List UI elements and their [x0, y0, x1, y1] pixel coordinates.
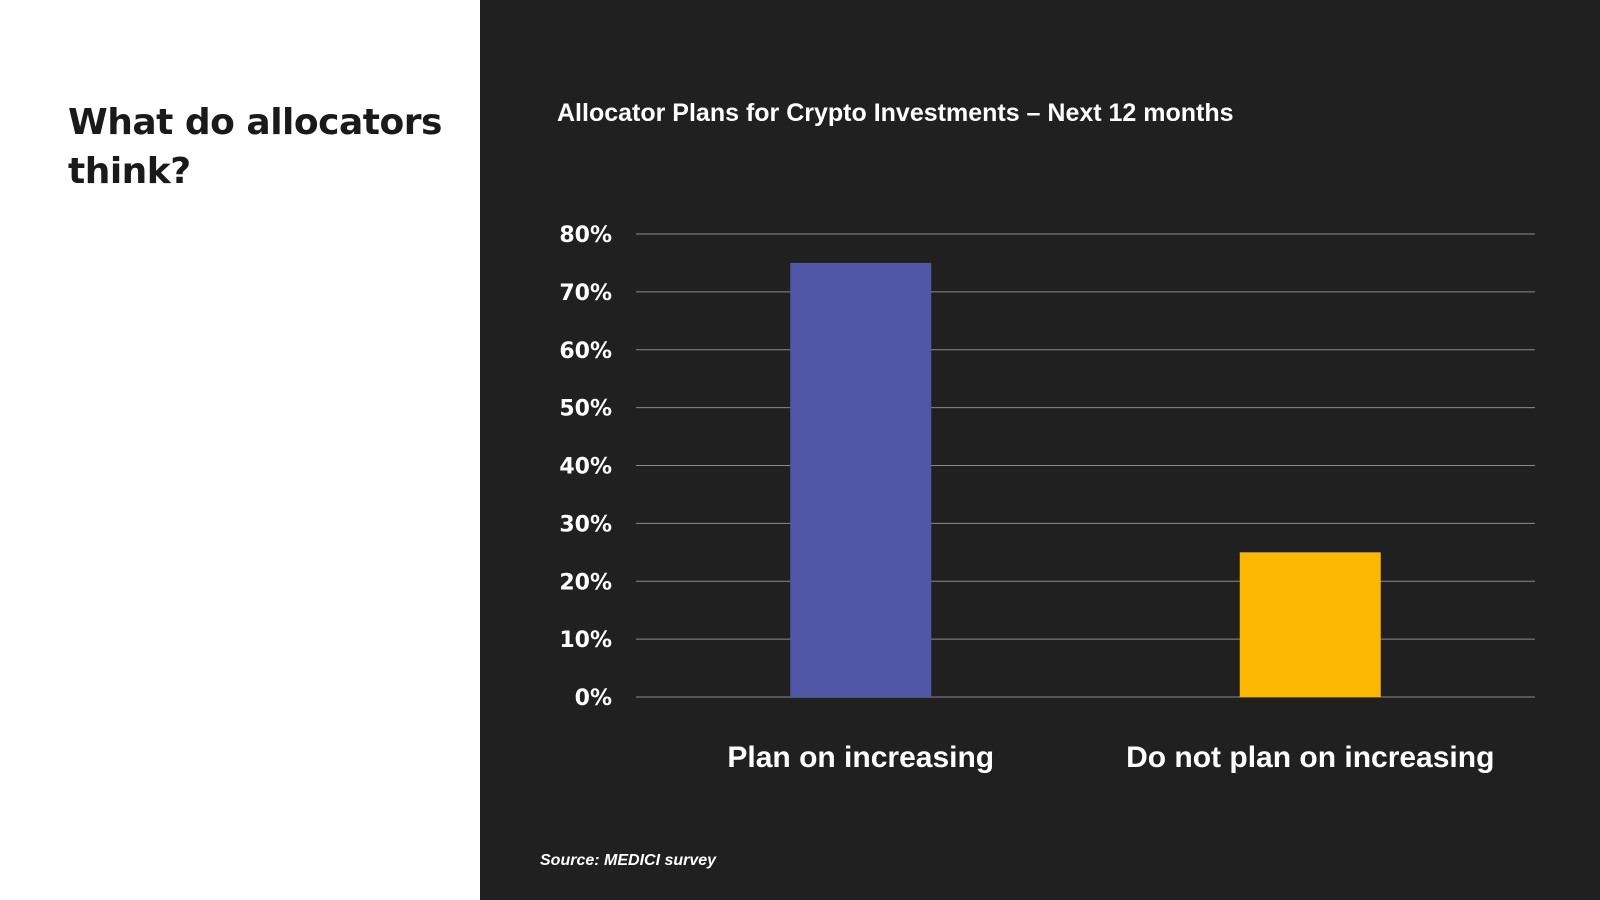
bars	[790, 262, 1381, 697]
gridlines	[636, 233, 1535, 698]
x-axis-category-labels: Plan on increasing Do not plan on increas…	[727, 741, 1494, 774]
chart-panel: Allocator Plans for Crypto Investments –…	[480, 0, 1600, 900]
y-tick-label: 80%	[559, 223, 612, 248]
category-label: Do not plan on increasing	[1126, 741, 1494, 774]
bar-plan-on-increasing	[790, 262, 932, 697]
source-note: Source: MEDICI survey	[540, 852, 717, 869]
y-tick-label: 10%	[559, 628, 612, 653]
y-tick-label: 20%	[559, 570, 612, 595]
slide-heading: What do allocators think?	[68, 102, 442, 192]
chart-title: Allocator Plans for Crypto Investments –…	[557, 99, 1234, 127]
y-tick-label: 30%	[559, 512, 612, 537]
bar-chart: Allocator Plans for Crypto Investments –…	[540, 99, 1535, 869]
y-tick-label: 40%	[559, 455, 612, 480]
y-tick-label: 60%	[559, 339, 612, 364]
y-axis-tick-labels: 0% 10% 20% 30% 40% 50% 60% 70% 80%	[559, 223, 612, 711]
y-tick-label: 50%	[559, 397, 612, 422]
y-tick-label: 0%	[575, 686, 612, 711]
y-tick-label: 70%	[559, 281, 612, 306]
category-label: Plan on increasing	[727, 741, 994, 774]
left-panel: What do allocators think?	[0, 0, 480, 900]
bar-do-not-plan-on-increasing	[1239, 552, 1381, 697]
